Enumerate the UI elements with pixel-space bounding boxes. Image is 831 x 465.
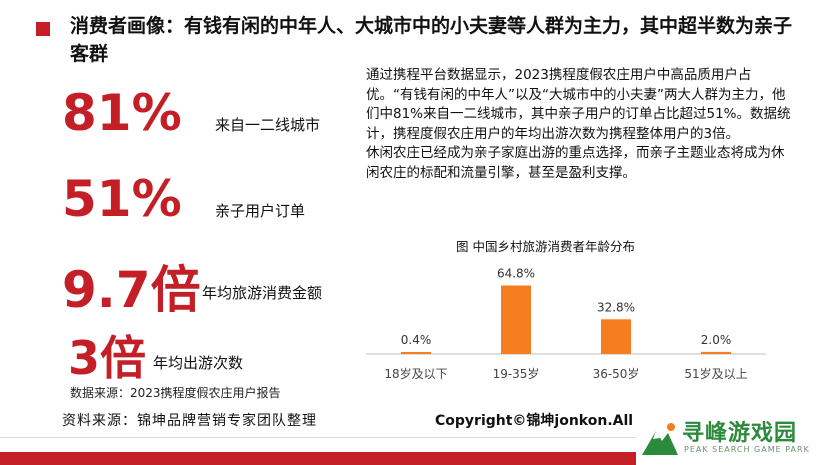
footer-band	[0, 452, 831, 465]
stat-label: 来自一二线城市	[215, 116, 321, 134]
x-tick-label: 36-50岁	[593, 366, 640, 381]
data-label: 0.4%	[401, 333, 432, 347]
logo: 寻峰游戏园 PEAK SEARCH GAME PARK	[636, 413, 831, 465]
stat-label: 亲子用户订单	[215, 202, 306, 220]
source-note: 资料来源：锦坤品牌营销专家团队整理	[62, 413, 317, 429]
logo-subtitle: PEAK SEARCH GAME PARK	[684, 445, 810, 454]
stat-label: 年均出游次数	[153, 354, 244, 372]
copyright-text: Copyright©锦坤jonkon.All ri	[435, 413, 650, 429]
stat-value: 9.7倍	[62, 261, 201, 319]
bar	[601, 319, 631, 354]
stat-value: 3倍	[68, 331, 147, 385]
x-tick-label: 18岁及以下	[384, 366, 447, 381]
description-text: 通过携程平台数据显示，2023携程度假农庄用户中高品质用户占优。“有钱有闲的中年…	[366, 66, 796, 184]
bar	[501, 285, 531, 354]
data-label: 32.8%	[597, 300, 635, 314]
x-tick-label: 19-35岁	[493, 366, 540, 381]
data-label: 64.8%	[497, 266, 535, 280]
footer-divider	[0, 437, 831, 438]
data-source-note: 数据来源：2023携程度假农庄用户报告	[70, 386, 281, 400]
paragraph: 休闲农庄已经成为亲子家庭出游的重点选择，而亲子主题业态将成为休闲农庄的标配和流量…	[366, 145, 785, 181]
bar	[701, 351, 731, 354]
x-tick-label: 51岁及以上	[684, 366, 747, 381]
stat-value: 51%	[62, 170, 182, 228]
bar	[401, 352, 431, 354]
mountain-logo-icon	[642, 423, 678, 455]
logo-text: 寻峰游戏园	[682, 421, 798, 446]
data-label: 2.0%	[701, 333, 732, 347]
stat-value: 81%	[62, 84, 182, 142]
paragraph: 通过携程平台数据显示，2023携程度假农庄用户中高品质用户占优。“有钱有闲的中年…	[366, 67, 791, 142]
page-title: 消费者画像：有钱有闲的中年人、大城市中的小夫妻等人群为主力，其中超半数为亲子客群	[70, 15, 793, 65]
stat-label: 年均旅游消费金额	[202, 284, 323, 302]
age-distribution-chart: 0.4% 18岁及以下 64.8% 19-35岁 32.8% 36-50岁 2.0% 51岁及…	[366, 266, 766, 381]
chart-title: 图 中国乡村旅游消费者年龄分布	[456, 239, 635, 254]
title-accent-bar	[36, 22, 50, 36]
